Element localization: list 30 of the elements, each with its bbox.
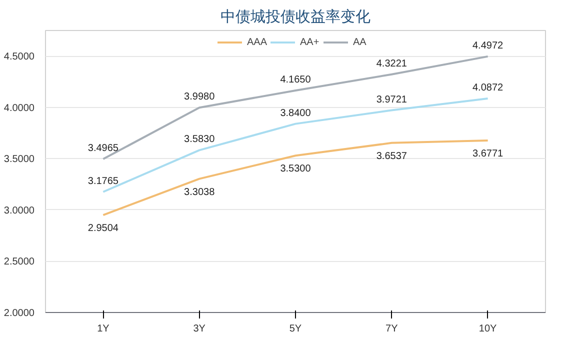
y-tick-label: 3.5000 — [4, 154, 35, 166]
data-label: 3.3038 — [184, 186, 216, 198]
y-tick-label: 4.5000 — [4, 52, 35, 63]
data-label: 2.9504 — [88, 223, 119, 234]
x-tick-label: 1Y — [97, 324, 110, 334]
data-label: 3.4965 — [88, 143, 119, 154]
y-tick-label: 4.0000 — [4, 102, 35, 114]
chart-title: 中债城投债收益率变化 — [220, 8, 370, 26]
data-label: 3.6537 — [376, 150, 408, 162]
legend-label: AA+ — [300, 36, 320, 48]
data-label: 4.4972 — [472, 40, 504, 52]
x-tick-label: 5Y — [289, 324, 302, 334]
y-tick-label: 3.0000 — [4, 205, 35, 216]
x-tick-label: 10Y — [478, 324, 498, 334]
legend-label: AAA — [246, 36, 268, 48]
data-label: 4.0872 — [472, 82, 504, 94]
legend-label: AA — [353, 36, 368, 48]
y-tick-label: 2.5000 — [4, 256, 35, 268]
data-label: 3.6771 — [472, 148, 504, 160]
x-tick-label: 3Y — [193, 324, 206, 334]
data-label: 4.1650 — [280, 74, 312, 86]
x-tick-label: 7Y — [386, 324, 398, 334]
data-label: 3.9721 — [376, 94, 408, 106]
data-label: 3.1765 — [88, 176, 119, 187]
data-label: 3.5300 — [280, 164, 312, 175]
data-label: 3.5830 — [184, 134, 216, 146]
data-label: 3.8400 — [280, 108, 312, 119]
data-label: 3.9980 — [184, 92, 216, 103]
y-tick-label: 2.0000 — [4, 308, 35, 319]
data-label: 4.3221 — [376, 58, 408, 70]
